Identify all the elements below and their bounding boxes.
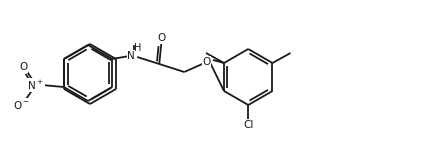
Text: N$^+$: N$^+$: [28, 78, 44, 92]
Text: O: O: [202, 57, 210, 67]
Text: N: N: [128, 51, 135, 61]
Text: H: H: [133, 43, 141, 53]
Text: O: O: [157, 33, 165, 43]
Text: O$^-$: O$^-$: [13, 99, 30, 111]
Text: Cl: Cl: [243, 120, 253, 130]
Text: O: O: [20, 62, 28, 72]
